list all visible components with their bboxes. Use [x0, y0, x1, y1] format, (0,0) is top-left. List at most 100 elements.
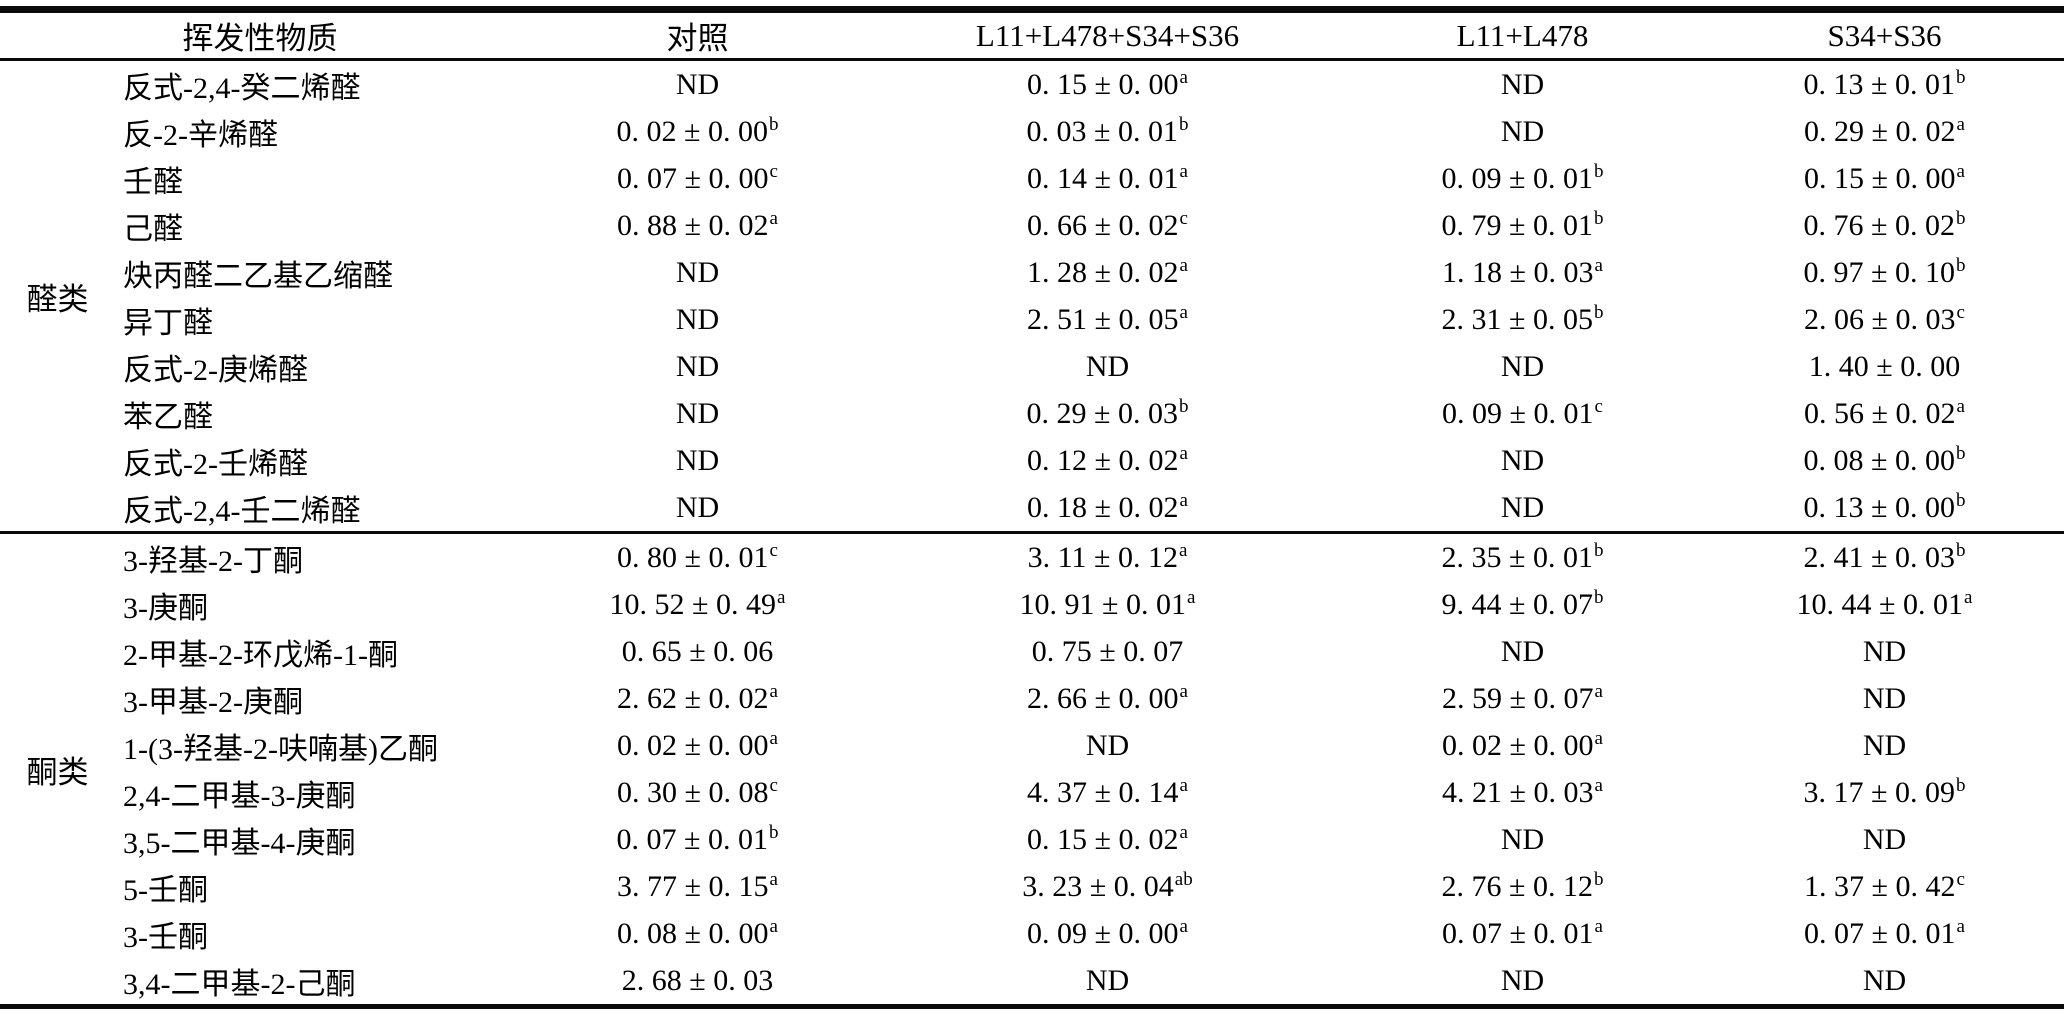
value-text: ND [1085, 963, 1130, 997]
significance-superscript: a [1956, 395, 1965, 417]
significance-superscript: b [1955, 66, 1966, 88]
significance-superscript: a [1956, 915, 1965, 937]
compound-name: 3-甲基-2-庚酮 [123, 685, 303, 719]
value-cell: 10. 91 ± 0. 01a [875, 581, 1340, 628]
value-text: ND [675, 396, 720, 430]
value-cell: 0. 79 ± 0. 01b [1340, 202, 1705, 249]
value-text: 1. 28 ± 0. 02 [1027, 255, 1179, 289]
table-row: 炔丙醛二乙基乙缩醛 ND 1. 28 ± 0. 02a 1. 18 ± 0. 03a 0… [0, 249, 2064, 296]
value-text: 1. 18 ± 0. 03 [1442, 255, 1594, 289]
significance-superscript: a [1179, 442, 1188, 464]
value-cell: ND [1340, 484, 1705, 533]
value-cell: ND [520, 484, 875, 533]
value-cell: 0. 07 ± 0. 01a [1340, 910, 1705, 957]
value-text: 2. 31 ± 0. 05 [1441, 302, 1593, 336]
value-cell: 0. 03 ± 0. 01b [875, 108, 1340, 155]
value-text: 3. 17 ± 0. 09 [1803, 775, 1955, 809]
table-row: 反式-2,4-壬二烯醛 ND 0. 18 ± 0. 02a ND 0. 13 ± 0. … [0, 484, 2064, 533]
significance-superscript: a [1179, 66, 1188, 88]
value-text: 0. 66 ± 0. 02 [1027, 208, 1179, 242]
significance-superscript: a [1179, 160, 1188, 182]
value-cell: 0. 08 ± 0. 00a [520, 910, 875, 957]
value-text: ND [675, 443, 720, 477]
value-cell: 0. 97 ± 0. 10b [1705, 249, 2064, 296]
value-cell: 2. 66 ± 0. 00a [875, 675, 1340, 722]
value-cell: 0. 75 ± 0. 07 [875, 628, 1340, 675]
value-text: 0. 15 ± 0. 00 [1804, 161, 1956, 195]
value-cell: 0. 29 ± 0. 03b [875, 390, 1340, 437]
value-text: ND [1862, 681, 1907, 715]
value-text: 0. 80 ± 0. 01 [617, 540, 769, 574]
value-text: 0. 65 ± 0. 06 [621, 634, 774, 668]
value-text: 3. 77 ± 0. 15 [617, 869, 769, 903]
table-row: 壬醛 0. 07 ± 0. 00c 0. 14 ± 0. 01a 0. 09 ± 0.… [0, 155, 2064, 202]
table-row: 反-2-辛烯醛 0. 02 ± 0. 00b 0. 03 ± 0. 01b ND 0. … [0, 108, 2064, 155]
paper-table-page: 挥发性物质 对照 L11+L478+S34+S36 L11+L478 S34+S… [0, 6, 2064, 1014]
value-text: 4. 37 ± 0. 14 [1027, 775, 1179, 809]
value-cell: ND [520, 296, 875, 343]
value-cell: ND [520, 343, 875, 390]
significance-superscript: b [768, 113, 779, 135]
value-cell: 3. 23 ± 0. 04ab [875, 863, 1340, 910]
value-text: 0. 76 ± 0. 02 [1803, 208, 1955, 242]
compound-name: 3-庚酮 [123, 591, 208, 625]
compound-name: 炔丙醛二乙基乙缩醛 [123, 259, 393, 293]
table-row: 3,5-二甲基-4-庚酮 0. 07 ± 0. 01b 0. 15 ± 0. 02a… [0, 816, 2064, 863]
value-text: 0. 88 ± 0. 02 [617, 208, 769, 242]
value-cell: ND [1705, 675, 2064, 722]
value-text: 2. 62 ± 0. 02 [617, 681, 769, 715]
group-label: 醛类 [26, 281, 89, 317]
value-cell: ND [520, 60, 875, 109]
group-label: 酮类 [26, 754, 89, 790]
significance-superscript: a [1179, 254, 1188, 276]
value-text: 0. 09 ± 0. 01 [1441, 161, 1593, 195]
value-cell: 0. 76 ± 0. 02b [1705, 202, 2064, 249]
significance-superscript: a [1594, 774, 1603, 796]
value-text: 0. 29 ± 0. 03 [1026, 396, 1178, 430]
compound-name: 3,4-二甲基-2-己酮 [123, 967, 356, 1001]
compound-name: 己醛 [123, 212, 183, 246]
value-text: 2. 41 ± 0. 03 [1803, 540, 1955, 574]
value-cell: 0. 02 ± 0. 00a [1340, 722, 1705, 769]
table-row: 1-(3-羟基-2-呋喃基)乙酮 0. 02 ± 0. 00a ND 0. 02 ± … [0, 722, 2064, 769]
table-row: 反式-2-庚烯醛 ND ND ND 1. 40 ± 0. 00 [0, 343, 2064, 390]
value-text: 0. 07 ± 0. 01 [1804, 916, 1956, 950]
value-cell: ND [1340, 343, 1705, 390]
value-cell: ND [520, 390, 875, 437]
significance-superscript: a [1179, 915, 1188, 937]
value-cell: 3. 17 ± 0. 09b [1705, 769, 2064, 816]
value-text: 0. 02 ± 0. 00 [617, 728, 769, 762]
significance-superscript: a [769, 868, 778, 890]
significance-superscript: a [1594, 254, 1603, 276]
significance-superscript: c [769, 539, 778, 561]
value-cell: 0. 30 ± 0. 08c [520, 769, 875, 816]
value-cell: ND [520, 437, 875, 484]
header-row: 挥发性物质 对照 L11+L478+S34+S36 L11+L478 S34+S… [0, 10, 2064, 60]
value-text: 2. 06 ± 0. 03 [1804, 302, 1956, 336]
value-text: ND [1500, 963, 1545, 997]
value-text: 0. 15 ± 0. 00 [1027, 67, 1179, 101]
compound-name: 1-(3-羟基-2-呋喃基)乙酮 [123, 732, 438, 766]
compound-name: 3-壬酮 [123, 920, 208, 954]
value-text: 0. 29 ± 0. 02 [1804, 114, 1956, 148]
value-text: 1. 40 ± 0. 00 [1808, 349, 1961, 383]
value-text: ND [1862, 822, 1907, 856]
value-text: 0. 97 ± 0. 10 [1803, 255, 1955, 289]
value-text: 0. 09 ± 0. 00 [1027, 916, 1179, 950]
value-cell: 4. 21 ± 0. 03a [1340, 769, 1705, 816]
value-text: ND [675, 490, 720, 524]
compound-name: 反式-2,4-癸二烯醛 [123, 71, 361, 105]
significance-superscript: a [1179, 774, 1188, 796]
significance-superscript: b [1178, 113, 1189, 135]
value-text: 2. 66 ± 0. 00 [1027, 681, 1179, 715]
value-text: 10. 91 ± 0. 01 [1019, 587, 1187, 621]
header-l11-l478-s34-s36: L11+L478+S34+S36 [975, 17, 1240, 53]
value-text: ND [1862, 728, 1907, 762]
compound-name: 3,5-二甲基-4-庚酮 [123, 826, 356, 860]
significance-superscript: a [769, 727, 778, 749]
significance-superscript: b [1593, 539, 1604, 561]
value-cell: 1. 28 ± 0. 02a [875, 249, 1340, 296]
value-text: 10. 52 ± 0. 49 [609, 587, 777, 621]
significance-superscript: c [1594, 395, 1603, 417]
significance-superscript: a [1964, 586, 1973, 608]
